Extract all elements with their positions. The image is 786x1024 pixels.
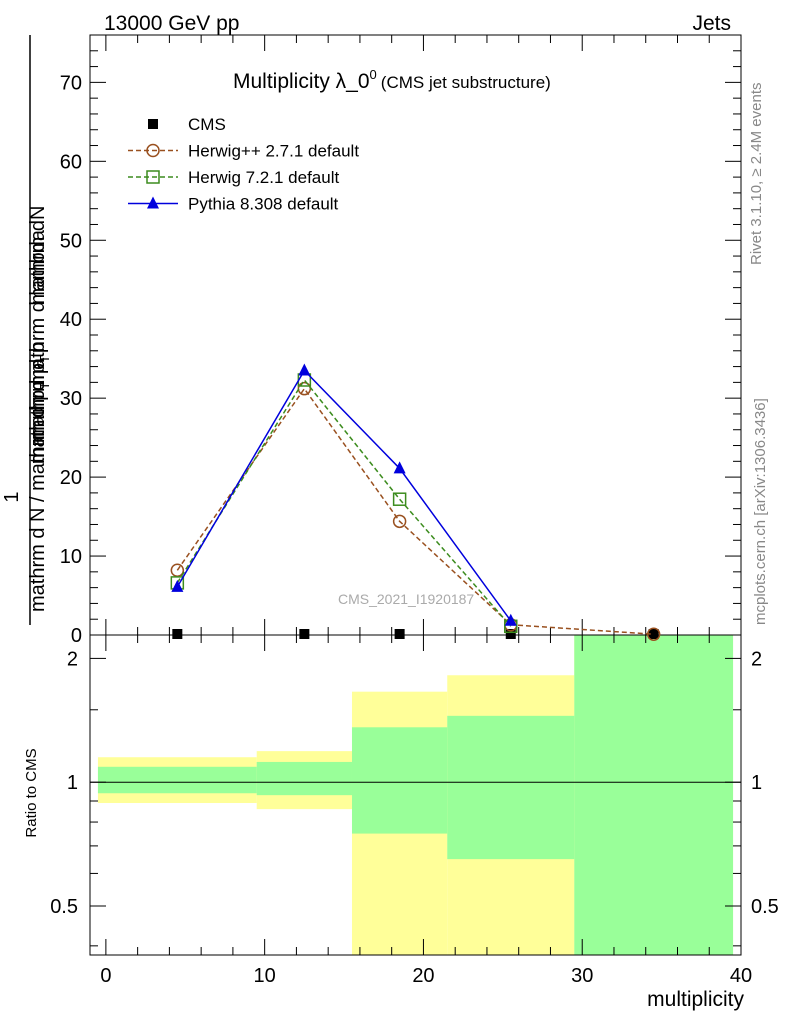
ratio-y-tick-label-right: 2 [751, 648, 762, 670]
x-axis-label: multiplicity [647, 988, 744, 1011]
data-point [648, 629, 659, 639]
ylabel-upper-text: mathrm d lambda [27, 229, 49, 385]
ratio-y-tick-label: 0.5 [50, 896, 78, 918]
ylabel-upper-dp: mathrm d p [27, 342, 49, 443]
ratio-band-green [447, 715, 575, 860]
legend-label: CMS [188, 115, 226, 134]
ylabel-sub-t: T [37, 382, 52, 390]
plot-subtitle: (CMS jet substructure) [381, 73, 551, 92]
legend-label: Pythia 8.308 default [188, 195, 339, 214]
ratio-bands [97, 635, 734, 955]
x-tick-label: 20 [412, 965, 434, 987]
series-line [176, 369, 512, 622]
ratio-y-tick-label-right: 1 [751, 772, 762, 794]
data-point [172, 629, 183, 639]
legend-label: Herwig++ 2.7.1 default [188, 142, 359, 161]
ylabel-one: 1 [1, 491, 23, 502]
data-point [504, 613, 517, 626]
series-3 [171, 363, 517, 626]
legend-marker [147, 196, 159, 209]
ratio-y-tick-label: 1 [67, 772, 78, 794]
series-0 [172, 629, 659, 639]
legend-marker [146, 170, 160, 184]
ylabel-mid-dp: mathrm d p [27, 363, 49, 464]
y-tick-label: 20 [60, 467, 82, 489]
data-point [394, 629, 405, 639]
ratio-plot-frame [89, 634, 742, 956]
main-ylabel: 1 mathrm dN mathrm d N / mathrm d pT mat… [1, 35, 52, 625]
x-tick-label: 40 [730, 965, 752, 987]
y-tick-label: 50 [60, 230, 82, 252]
data-series [170, 363, 661, 641]
ylabel-denominator: mathrm d N / mathrm d pT [27, 382, 52, 612]
plot-title: Multiplicity λ_00 (CMS jet substructure) [233, 67, 551, 93]
y-tick-label: 0 [71, 625, 82, 647]
ylabel-top-line: mathrm dN [27, 206, 49, 305]
data-point [393, 461, 406, 474]
x-tick-label: 10 [254, 965, 276, 987]
ylabel-upper-dlambda: mathrm d lambda [27, 229, 49, 385]
legend: CMS Herwig++ 2.7.1 default Herwig 7.2.1 de… [128, 115, 359, 214]
y-tick-label: 10 [60, 546, 82, 568]
header-left-label: 13000 GeV pp [104, 12, 239, 35]
ratio-ylabel: Ratio to CMS [23, 748, 40, 837]
series-line [176, 378, 512, 627]
y-tick-label: 30 [60, 388, 82, 410]
data-point [299, 629, 310, 639]
y-tick-label: 70 [60, 72, 82, 94]
ratio-band-green [351, 727, 448, 834]
legend-marker [148, 119, 158, 129]
plot-title-main: Multiplicity λ_0 [233, 70, 370, 93]
data-point [392, 514, 407, 529]
x-tick-label: 30 [571, 965, 593, 987]
data-point [297, 381, 312, 396]
series-line [176, 387, 654, 635]
data-point [298, 363, 311, 376]
ylabel-mid-sub: T [37, 355, 52, 363]
data-point [505, 629, 516, 639]
mcplots-label: mcplots.cern.ch [arXiv:1306.3436] [752, 398, 769, 625]
ratio-band-green [574, 635, 734, 955]
ratio-axes: 0 10 20 30 40 0.5 0.5 1 1 2 2 [50, 635, 779, 987]
ylabel-denominator-text: mathrm d N / mathrm d p [27, 390, 49, 612]
plot-title-sup: 0 [370, 67, 377, 82]
y-tick-label: 60 [60, 151, 82, 173]
analysis-watermark: CMS_2021_I1920187 [338, 591, 474, 607]
ratio-band-green [97, 766, 257, 794]
ylabel-top-dn: mathrm dN [27, 206, 49, 305]
x-tick-label: 0 [100, 965, 111, 987]
ylabel-mid-text: mathrm d pT [27, 355, 52, 464]
ratio-y-tick-label: 2 [67, 648, 78, 670]
ratio-y-tick-label-right: 0.5 [751, 896, 779, 918]
legend-marker [146, 143, 160, 158]
header-right-label: Jets [692, 12, 731, 35]
rivet-label: Rivet 3.1.10, ≥ 2.4M events [748, 83, 765, 266]
data-point [171, 579, 184, 592]
legend-label: Herwig 7.2.1 default [188, 168, 339, 187]
y-tick-label: 40 [60, 309, 82, 331]
data-point [392, 492, 407, 506]
ylabel-upper-dp-text: mathrm d p [27, 342, 49, 443]
ratio-band-green [256, 761, 352, 796]
data-point [646, 627, 661, 641]
main-axes: 0 10 20 30 40 50 60 70 [60, 34, 742, 647]
